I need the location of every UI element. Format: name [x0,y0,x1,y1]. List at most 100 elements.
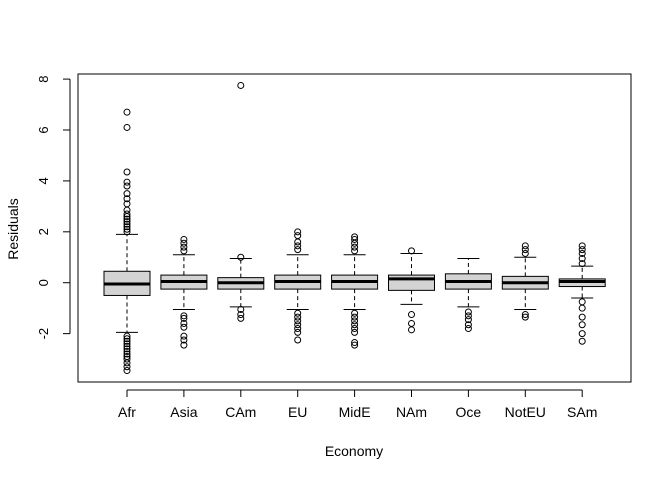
outlier-point [123,190,131,198]
outlier-point [464,321,472,329]
outlier-point [351,341,359,349]
y-axis-label: Residuals [5,198,21,259]
y-tick-label: 2 [36,228,51,235]
outlier-point [123,335,131,343]
outlier-point [180,312,188,320]
outlier-point [180,247,188,255]
outlier-point [123,123,131,131]
outlier-point [521,313,529,321]
x-tick-label: Afr [118,404,136,420]
outlier-point [180,314,188,322]
outlier-point [294,336,302,344]
outlier-point [351,321,359,329]
y-tick-label: 4 [36,177,51,184]
outlier-point [123,210,131,218]
outlier-point [578,330,586,338]
outlier-point [180,239,188,247]
outlier-point [123,225,131,233]
outlier-point [351,243,359,251]
outlier-point [578,304,586,312]
outlier-point [351,235,359,243]
outlier-point [351,313,359,321]
outlier-point [408,319,415,327]
outlier-point [578,246,586,254]
box-mide [331,233,379,349]
outlier-point [408,247,415,255]
outlier-point [123,218,131,226]
box-afr [103,108,151,375]
outlier-point [464,308,472,316]
outlier-point [294,313,302,321]
outlier-point [351,339,359,347]
outlier-point [351,328,359,336]
outlier-point [123,178,131,186]
outlier-point [464,312,472,320]
outlier-point [237,314,245,322]
outlier-point [237,311,245,319]
outlier-point [123,223,131,231]
outlier-point [351,317,359,325]
x-tick-label: SAm [567,404,597,420]
x-tick-label: MidE [339,404,371,420]
outlier-point [521,311,529,319]
outlier-point [123,340,131,348]
y-tick-label: 8 [36,75,51,82]
outlier-point [123,355,131,363]
outlier-point [123,200,131,208]
outlier-point [123,220,131,228]
outlier-point [351,309,359,317]
outlier-point [180,235,188,243]
box-oce [444,258,492,333]
x-tick-label: EU [288,404,307,420]
outlier-point [351,247,359,255]
outlier-point [123,347,131,355]
outlier-point [351,325,359,333]
outlier-point [123,353,131,361]
outlier-point [578,313,586,321]
y-tick-label: -2 [36,328,51,340]
outlier-point [351,233,359,241]
outlier-point [123,337,131,345]
outlier-point [237,305,245,313]
outlier-point [123,350,131,358]
box-nam [388,247,435,334]
outlier-point [123,195,131,203]
outlier-point [180,332,188,340]
outlier-point [408,326,415,334]
outlier-point [408,311,415,319]
x-axis-label: Economy [325,443,383,459]
outlier-point [521,249,529,257]
boxes-layer [103,81,606,375]
outlier-point [123,206,131,214]
box-sam [558,242,606,345]
x-tick-label: Oce [456,404,482,420]
outlier-point [294,246,302,254]
outlier-point [578,337,586,345]
outlier-point [123,363,131,371]
outlier-point [294,321,302,329]
outlier-point [521,246,529,254]
outlier-point [578,249,586,257]
outlier-point [180,341,188,349]
outlier-point [123,228,131,236]
outlier-point [578,321,586,329]
y-axis: -2 0 2 4 6 8 [36,75,71,340]
outlier-point [578,260,586,268]
outlier-point [294,238,302,246]
outlier-point [123,345,131,353]
outlier-point [237,253,245,261]
box-eu [274,228,322,344]
outlier-point [578,298,586,306]
outlier-point [180,336,188,344]
outlier-point [294,309,302,317]
plot-frame [77,73,632,383]
outlier-point [464,316,472,324]
outlier-point [180,319,188,327]
outlier-point [123,342,131,350]
outlier-point [123,367,131,375]
box-noteu [501,242,549,321]
outlier-point [237,81,245,89]
outlier-point [180,323,188,331]
outlier-point [578,242,586,250]
